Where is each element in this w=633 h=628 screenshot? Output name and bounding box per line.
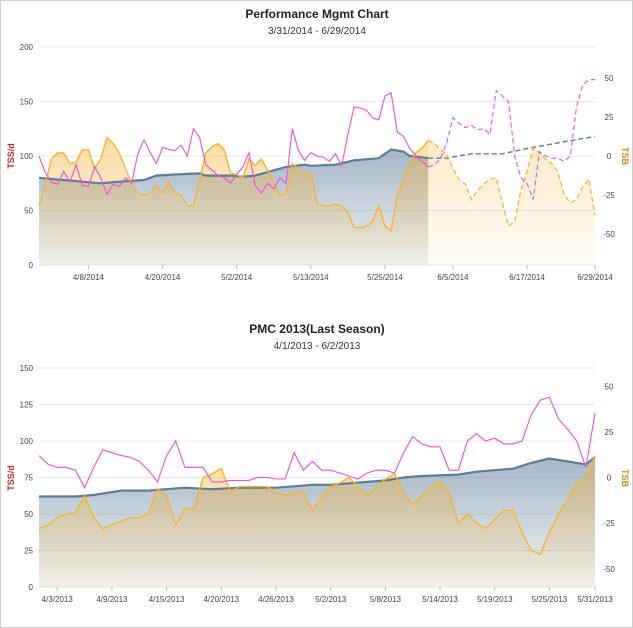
x-tick-label: 5/19/2013 bbox=[477, 595, 513, 604]
x-tick-label: 4/20/2013 bbox=[203, 595, 239, 604]
x-tick-label: 4/15/2013 bbox=[149, 595, 185, 604]
x-tick-label: 6/29/2014 bbox=[577, 273, 613, 282]
form-line bbox=[38, 455, 596, 556]
fatigue-projection-line bbox=[428, 79, 595, 200]
right-tick-label: -50 bbox=[603, 565, 615, 574]
right-tick-label: -25 bbox=[603, 191, 615, 200]
left-tick-label: 50 bbox=[24, 510, 33, 519]
chart-title: Performance Mgmt Chart bbox=[245, 7, 388, 21]
left-tick-label: 75 bbox=[24, 474, 33, 483]
right-tick-label: 25 bbox=[605, 113, 614, 122]
x-tick-label: 4/9/2013 bbox=[96, 595, 128, 604]
chart-date-range: 4/1/2013 - 6/2/2013 bbox=[274, 341, 361, 352]
x-tick-label: 5/31/2013 bbox=[577, 595, 613, 604]
x-tick-label: 5/25/2013 bbox=[532, 595, 568, 604]
tss-axis-label: TSS/d bbox=[6, 143, 16, 169]
form-projection-area bbox=[428, 140, 595, 265]
right-tick-label: 25 bbox=[605, 428, 614, 437]
form-area bbox=[39, 455, 595, 587]
left-tick-label: 150 bbox=[20, 98, 34, 107]
right-tick-label: -50 bbox=[603, 230, 615, 239]
fatigue-line bbox=[38, 91, 429, 196]
fitness-projection-line bbox=[428, 135, 596, 159]
x-tick-label: 5/14/2013 bbox=[422, 595, 458, 604]
left-tick-label: 50 bbox=[24, 207, 33, 216]
x-tick-label: 6/17/2014 bbox=[509, 273, 545, 282]
left-tick-label: 0 bbox=[29, 261, 34, 270]
form-projection-line bbox=[427, 139, 596, 228]
left-tick-label: 150 bbox=[20, 364, 34, 373]
x-tick-label: 5/13/2014 bbox=[293, 273, 329, 282]
fatigue-line bbox=[38, 396, 596, 489]
x-tick-label: 4/26/2013 bbox=[258, 595, 294, 604]
x-tick-label: 5/2/2014 bbox=[221, 273, 253, 282]
tsb-axis-label: TSB bbox=[620, 147, 630, 166]
right-tick-label: 50 bbox=[605, 74, 614, 83]
right-tick-label: 0 bbox=[607, 474, 612, 483]
left-tick-label: 125 bbox=[20, 401, 34, 410]
chart-title: PMC 2013(Last Season) bbox=[249, 322, 384, 336]
tss-axis-label: TSS/d bbox=[6, 465, 16, 491]
x-tick-label: 5/8/2013 bbox=[370, 595, 402, 604]
left-tick-label: 0 bbox=[29, 583, 34, 592]
left-tick-label: 25 bbox=[24, 547, 33, 556]
chart-date-range: 3/31/2014 - 6/29/2014 bbox=[268, 26, 366, 37]
fitness-line bbox=[38, 148, 429, 185]
x-tick-label: 4/8/2014 bbox=[73, 273, 105, 282]
x-tick-label: 5/25/2014 bbox=[367, 273, 403, 282]
x-tick-label: 6/5/2014 bbox=[437, 273, 469, 282]
left-tick-label: 200 bbox=[20, 43, 34, 52]
right-tick-label: -25 bbox=[603, 519, 615, 528]
x-tick-label: 4/3/2013 bbox=[42, 595, 74, 604]
right-tick-label: 0 bbox=[607, 152, 612, 161]
x-tick-label: 5/2/2013 bbox=[315, 595, 347, 604]
performance-mgmt-chart: Performance Mgmt Chart 3/31/2014 - 6/29/… bbox=[6, 7, 630, 282]
x-tick-label: 4/20/2014 bbox=[145, 273, 181, 282]
tsb-axis-label: TSB bbox=[620, 469, 630, 488]
form-line bbox=[38, 135, 429, 232]
left-tick-label: 100 bbox=[20, 152, 34, 161]
form-area bbox=[39, 137, 429, 265]
left-tick-label: 100 bbox=[20, 437, 34, 446]
pmc-2013-last-season-chart: PMC 2013(Last Season) 4/1/2013 - 6/2/201… bbox=[6, 322, 630, 604]
right-tick-label: 50 bbox=[605, 382, 614, 391]
